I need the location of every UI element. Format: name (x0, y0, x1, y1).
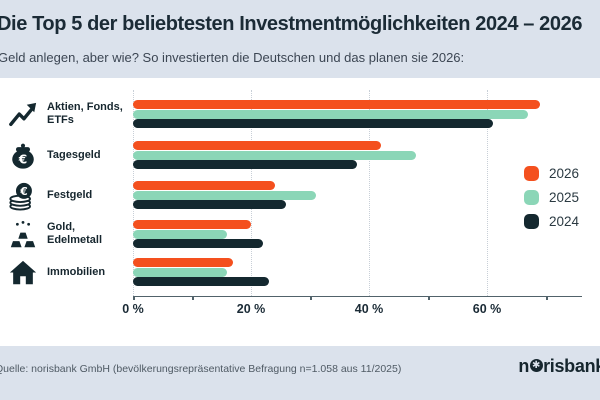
x-axis-label-20: 20 % (236, 302, 266, 316)
gold-bars-icon (8, 220, 38, 250)
chart-legend: 2026 2025 2024 (524, 166, 579, 238)
x-axis-line (133, 296, 582, 297)
legend-item-2026: 2026 (524, 166, 579, 181)
bar-tagesgeld-2025 (133, 151, 417, 160)
x-axis-tick-0 (133, 296, 135, 300)
logo-gear-o-icon: ✱ (529, 359, 543, 372)
coin-stack-icon: € (8, 181, 38, 211)
legend-swatch-2026 (524, 166, 539, 181)
legend-swatch-2025 (524, 190, 539, 205)
x-axis-tick-30 (310, 296, 312, 300)
bar-aktien-fonds-etfs-2026 (133, 100, 541, 109)
bar-immobilien-2024 (133, 277, 269, 286)
chart-gridline-40 (369, 90, 370, 296)
bar-gold-edelmetall-2025 (133, 230, 228, 239)
legend-label-2025: 2025 (549, 190, 580, 205)
legend-swatch-2024 (524, 214, 539, 229)
house-icon (8, 258, 38, 288)
bar-gold-edelmetall-2026 (133, 220, 251, 229)
legend-label-2024: 2024 (549, 214, 580, 229)
category-label-1: Aktien, Fonds, ETFs (47, 101, 123, 126)
logo-text-post: risbank (543, 356, 600, 376)
bar-chart: Aktien, Fonds, ETFs € Tagesgeld € Festgeld Gol… (0, 78, 600, 346)
norisbank-logo: n ✱ risbank (518, 356, 600, 377)
trend-up-icon (8, 100, 38, 130)
x-axis-tick-10 (192, 296, 194, 300)
bar-tagesgeld-2026 (133, 141, 381, 150)
bar-aktien-fonds-etfs-2025 (133, 110, 529, 119)
x-axis-tick-70 (546, 296, 548, 300)
svg-text:€: € (19, 185, 28, 198)
logo-text-pre: n (518, 356, 530, 376)
bar-tagesgeld-2024 (133, 160, 358, 169)
bar-immobilien-2025 (133, 268, 228, 277)
page-subtitle: Geld anlegen, aber wie? So investierten … (0, 50, 465, 65)
chart-gridline-60 (487, 90, 488, 296)
bar-immobilien-2026 (133, 258, 234, 267)
x-axis-label-60: 60 % (472, 302, 502, 316)
bar-festgeld-2024 (133, 200, 287, 209)
bar-festgeld-2026 (133, 181, 275, 190)
category-label-2: Tagesgeld (47, 148, 101, 161)
page-title: Die Top 5 der beliebtesten Investmentmög… (0, 13, 583, 35)
svg-text:€: € (18, 153, 27, 167)
bar-gold-edelmetall-2024 (133, 239, 263, 248)
bar-aktien-fonds-etfs-2024 (133, 119, 493, 128)
coin-purse-icon: € (8, 141, 38, 171)
legend-label-2026: 2026 (549, 166, 580, 181)
legend-item-2025: 2025 (524, 190, 579, 205)
bar-festgeld-2025 (133, 191, 316, 200)
category-label-5: Immobilien (47, 265, 106, 278)
x-axis-label-40: 40 % (354, 302, 384, 316)
category-label-3: Festgeld (47, 188, 93, 201)
category-label-4: Gold, Edelmetall (47, 221, 103, 246)
footer-panel: Quelle: norisbank GmbH (bevölkerungsrepr… (0, 346, 600, 400)
legend-item-2024: 2024 (524, 214, 579, 229)
header-panel: Die Top 5 der beliebtesten Investmentmög… (0, 0, 600, 78)
x-axis-tick-50 (428, 296, 430, 300)
x-axis-label-0: 0 % (122, 302, 144, 316)
source-note: Quelle: norisbank GmbH (bevölkerungsrepr… (0, 363, 402, 375)
